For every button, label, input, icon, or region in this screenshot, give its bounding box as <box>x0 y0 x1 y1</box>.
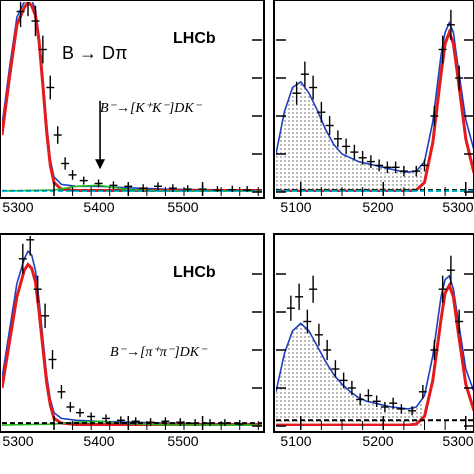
background-component-area <box>276 323 425 426</box>
fit-curve-1 <box>276 281 474 426</box>
panel-top-right-ticks <box>276 39 474 196</box>
x-tick-label: 5400 <box>83 199 114 215</box>
x-tick-label: 5300 <box>442 199 473 215</box>
fit-curve-1 <box>2 2 262 192</box>
x-tick-label: 5300 <box>2 199 33 215</box>
x-tick-label: 5500 <box>167 199 198 215</box>
panel-bottom-left-ticks <box>53 273 262 430</box>
panel-top-left-frame <box>0 0 265 199</box>
panel-bottom-right-frame <box>273 233 474 433</box>
panel-bottom-left: 5300 5400 5500 LHCb B⁻→[π⁺π⁻]DK⁻ <box>0 233 265 449</box>
x-tick-label: 5200 <box>362 199 393 215</box>
decay-label: B⁻→[π⁺π⁻]DK⁻ <box>110 345 208 360</box>
x-tick-label: 5100 <box>280 433 311 449</box>
panel-bottom-right: 5100 5200 5300 <box>273 233 474 449</box>
decay-label: B⁻→[K⁺K⁻]DK⁻ <box>100 101 203 116</box>
x-tick-label: 5100 <box>280 199 311 215</box>
fit-curve-0 <box>276 274 474 410</box>
panel-top-left: 5300 5400 5500 LHCb B → Dπ B⁻→[K⁺K⁻]DK⁻ <box>0 0 265 215</box>
annotation-arrow-head <box>95 159 106 170</box>
annotation-label: B → Dπ <box>62 43 127 63</box>
experiment-label: LHCb <box>173 30 216 47</box>
experiment-label: LHCb <box>173 264 216 281</box>
fit-curve-0 <box>276 20 474 173</box>
panel-bottom-left-frame <box>0 233 265 433</box>
x-tick-label: 5400 <box>83 433 114 449</box>
x-tick-label: 5500 <box>167 433 198 449</box>
panel-bottom-right-ticks <box>276 273 474 430</box>
panel-top-right-marks <box>276 9 474 192</box>
panel-bottom-right-marks <box>276 255 474 426</box>
panel-top-right-frame <box>273 0 474 199</box>
fit-curve-1 <box>2 262 262 426</box>
fit-curve-2 <box>2 184 262 192</box>
panel-top-left-ticks <box>53 39 262 196</box>
x-tick-label: 5300 <box>442 433 473 449</box>
x-tick-label: 5200 <box>362 433 393 449</box>
background-component-area <box>276 81 425 192</box>
panel-top-right: 5100 5200 5300 <box>273 0 474 215</box>
x-tick-label: 5300 <box>2 433 33 449</box>
